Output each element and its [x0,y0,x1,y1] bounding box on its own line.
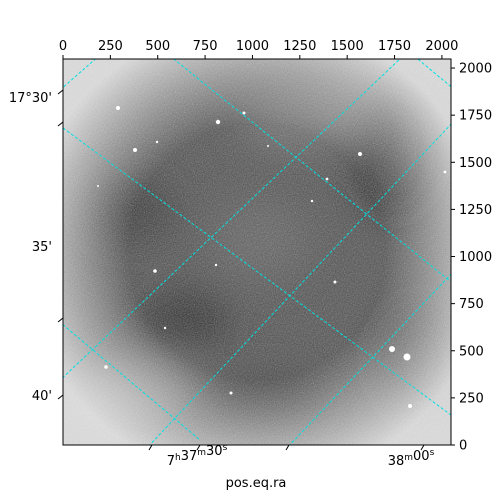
declination-tick-mark [57,394,64,400]
declination-tick-mark [57,317,64,323]
x-axis-title: pos.eq.ra [226,476,287,491]
top-tick-label: 1750 [378,39,411,54]
right-tick-label: 1250 [459,203,492,218]
declination-tick-mark [57,89,64,95]
right-tick-label: 1750 [459,109,492,124]
ra-tick-label: 38m00s [388,448,435,469]
top-tick-label: 500 [145,39,170,54]
top-tick-label: 0 [59,39,67,54]
right-ascension-axis: 7h37m30s 38m00s [148,443,435,469]
declination-tick-label: 17°30' [9,91,52,106]
ra-tick-mark [148,444,153,451]
declination-tick-label: 40' [32,389,52,404]
right-tick-label: 500 [459,344,484,359]
right-tick-label: 1500 [459,156,492,171]
stars [97,106,447,408]
top-tick-label: 250 [98,39,123,54]
ra-tick-mark [196,444,201,451]
top-tick-label: 1000 [236,39,269,54]
right-tick-label: 0 [459,439,467,454]
ra-tick-mark [285,444,290,451]
plot-frame [62,58,452,446]
coordinate-grid [63,59,451,445]
top-tick-label: 1250 [283,39,316,54]
right-tick-label: 2000 [459,62,492,77]
right-tick-label: 750 [459,297,484,312]
top-pixel-axis: 0 250 500 750 1000 1250 1500 1750 2000 [59,39,458,59]
declination-tick-label: 35' [32,240,52,255]
declination-axis: 17°30' 35' 40' [9,89,64,404]
right-tick-label: 1000 [459,250,492,265]
top-tick-label: 1500 [331,39,364,54]
top-tick-label: 2000 [425,39,458,54]
ra-tick-mark [420,444,425,451]
right-tick-label: 250 [459,391,484,406]
sky-image [63,59,451,445]
top-tick-label: 750 [193,39,218,54]
declination-tick-mark [57,121,64,127]
ra-tick-label: 7h37m30s [167,443,228,469]
right-pixel-axis: 0 250 500 750 1000 1250 1500 1750 2000 [451,62,492,454]
